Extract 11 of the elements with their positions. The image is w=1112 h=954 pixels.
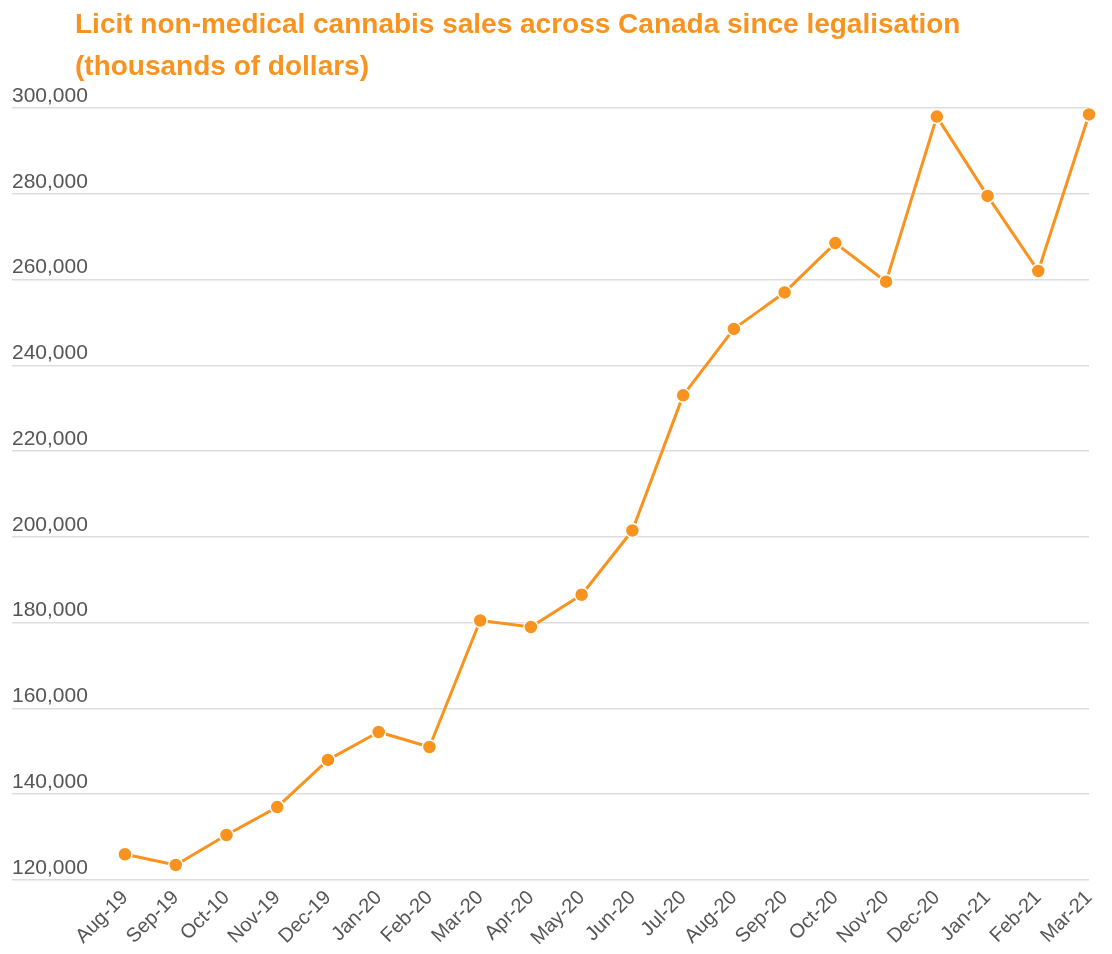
- y-tick-label: 240,000: [12, 340, 88, 364]
- y-tick-label: 160,000: [12, 683, 88, 707]
- chart-title: Licit non-medical cannabis sales across Canada since legalisation (thousands of dollars): [75, 8, 961, 81]
- y-tick-label: 140,000: [12, 769, 88, 793]
- y-tick-label: 260,000: [12, 254, 88, 278]
- y-tick-label: 300,000: [12, 82, 88, 106]
- y-tick-label: 120,000: [12, 854, 88, 878]
- y-tick-label: 200,000: [12, 511, 88, 535]
- y-tick-label: 280,000: [12, 168, 88, 192]
- y-tick-label: 180,000: [12, 597, 88, 621]
- y-tick-label: 220,000: [12, 425, 88, 449]
